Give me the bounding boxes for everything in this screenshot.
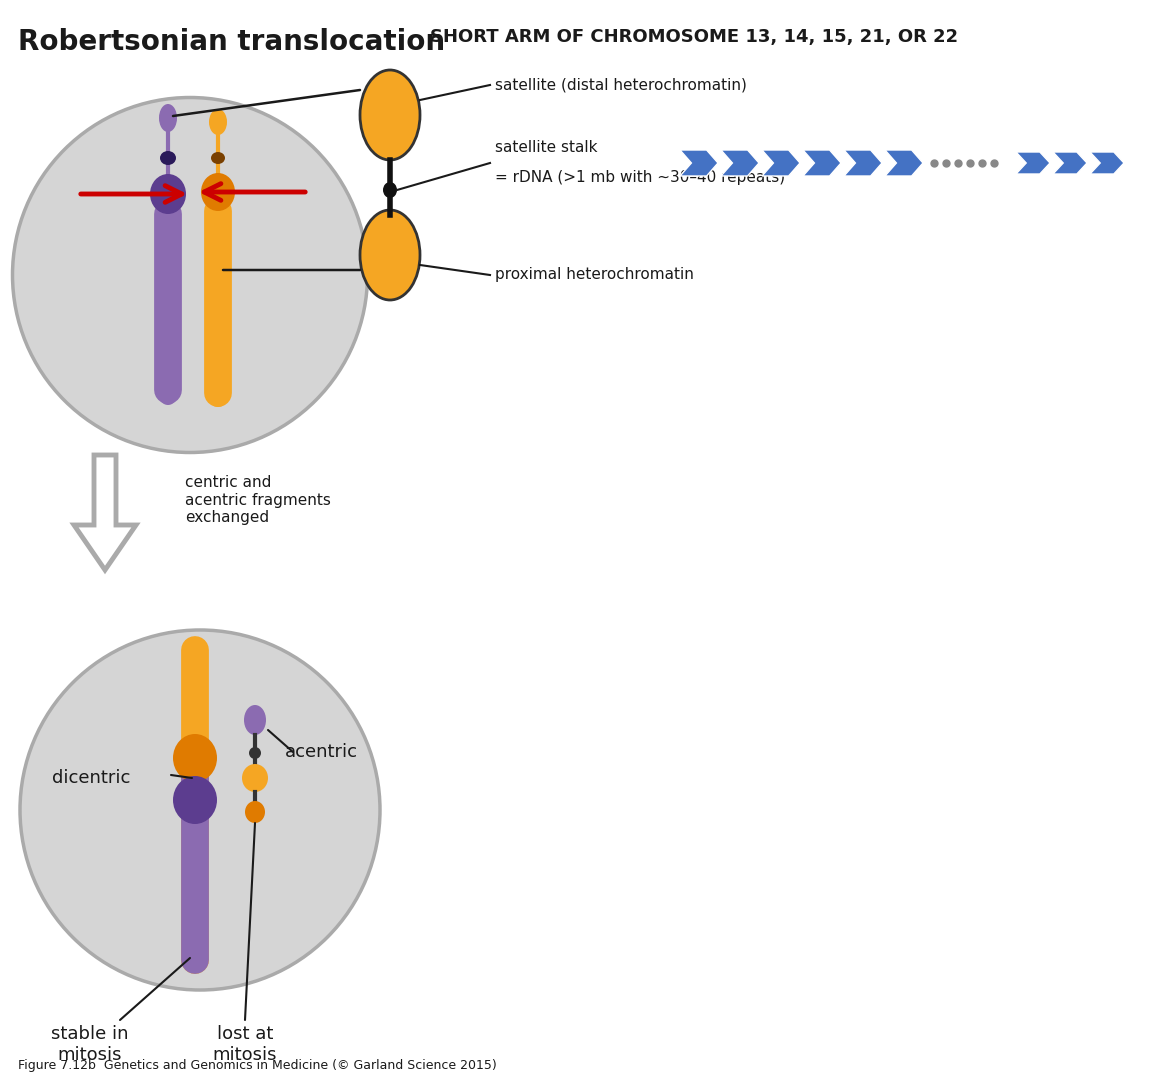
Ellipse shape — [208, 385, 228, 407]
Polygon shape — [1016, 152, 1050, 174]
Ellipse shape — [173, 776, 217, 824]
Ellipse shape — [383, 182, 397, 199]
Ellipse shape — [209, 109, 227, 135]
Text: = rDNA (>1 mb with ∼30–40 repeats): = rDNA (>1 mb with ∼30–40 repeats) — [494, 170, 786, 185]
Ellipse shape — [150, 174, 186, 214]
Ellipse shape — [201, 173, 235, 211]
Ellipse shape — [244, 705, 267, 735]
Text: satellite stalk: satellite stalk — [494, 140, 597, 155]
Polygon shape — [803, 150, 841, 176]
Polygon shape — [1090, 152, 1125, 174]
Polygon shape — [1053, 152, 1087, 174]
Ellipse shape — [20, 630, 380, 991]
Ellipse shape — [245, 801, 265, 823]
Ellipse shape — [249, 747, 261, 759]
Text: Robertsonian translocation: Robertsonian translocation — [18, 28, 445, 56]
Text: stable in
mitosis: stable in mitosis — [51, 1025, 129, 1064]
Text: dicentric: dicentric — [51, 769, 131, 787]
Polygon shape — [885, 150, 924, 176]
Polygon shape — [680, 150, 718, 176]
Text: SHORT ARM OF CHROMOSOME 13, 14, 15, 21, OR 22: SHORT ARM OF CHROMOSOME 13, 14, 15, 21, … — [430, 28, 959, 46]
Polygon shape — [762, 150, 800, 176]
Text: acentric: acentric — [285, 743, 358, 761]
Polygon shape — [844, 150, 881, 176]
Text: centric and
acentric fragments
exchanged: centric and acentric fragments exchanged — [185, 475, 331, 524]
Ellipse shape — [360, 210, 420, 300]
Ellipse shape — [210, 152, 224, 164]
Text: satellite (distal heterochromatin): satellite (distal heterochromatin) — [494, 78, 747, 93]
Ellipse shape — [159, 104, 177, 132]
Ellipse shape — [242, 764, 268, 792]
Polygon shape — [74, 455, 136, 570]
Ellipse shape — [13, 97, 367, 452]
Ellipse shape — [160, 151, 177, 165]
Text: lost at
mitosis: lost at mitosis — [213, 1025, 277, 1064]
Ellipse shape — [173, 734, 217, 782]
Polygon shape — [721, 150, 759, 176]
Ellipse shape — [360, 70, 420, 160]
Ellipse shape — [158, 381, 178, 405]
Text: Figure 7.12b  Genetics and Genomics in Medicine (© Garland Science 2015): Figure 7.12b Genetics and Genomics in Me… — [18, 1058, 497, 1073]
Text: proximal heterochromatin: proximal heterochromatin — [494, 268, 694, 283]
